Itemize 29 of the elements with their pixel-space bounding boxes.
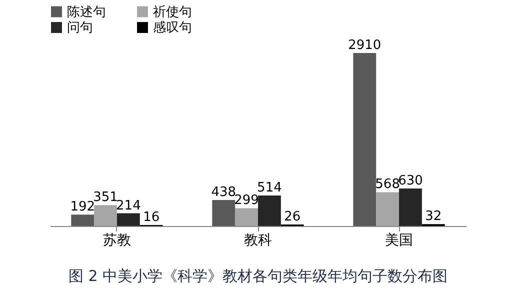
bar — [353, 53, 376, 226]
data-label: 192 — [70, 200, 96, 215]
legend-label: 陈述句 — [67, 4, 106, 20]
bar — [235, 208, 258, 226]
bar — [376, 192, 400, 226]
data-label: 299 — [234, 193, 259, 208]
legend-label: 问句 — [67, 20, 93, 36]
bar — [212, 200, 236, 226]
data-label: 2910 — [348, 38, 382, 53]
data-label: 514 — [257, 180, 282, 196]
data-label: 26 — [284, 209, 301, 224]
bar — [71, 214, 94, 226]
data-label: 438 — [211, 184, 236, 200]
bar — [94, 205, 117, 226]
bar — [116, 213, 140, 226]
data-label: 568 — [375, 177, 400, 192]
bar — [258, 195, 281, 226]
data-label: 16 — [143, 210, 160, 226]
legend-label: 感叹句 — [153, 20, 192, 36]
x-tick-label: 教科 — [244, 232, 272, 248]
bar — [399, 188, 422, 226]
data-label: 630 — [398, 174, 423, 189]
text: 图 2 中美小学《科学》教材各句类年级年均句子数分布图 — [68, 267, 448, 285]
x-tick-label: 美国 — [385, 232, 414, 248]
x-tick-label: 苏教 — [102, 232, 131, 248]
legend-label: 祈使句 — [153, 4, 192, 20]
data-label: 32 — [425, 209, 442, 224]
data-label: 214 — [116, 198, 141, 214]
data-label: 351 — [93, 190, 118, 206]
